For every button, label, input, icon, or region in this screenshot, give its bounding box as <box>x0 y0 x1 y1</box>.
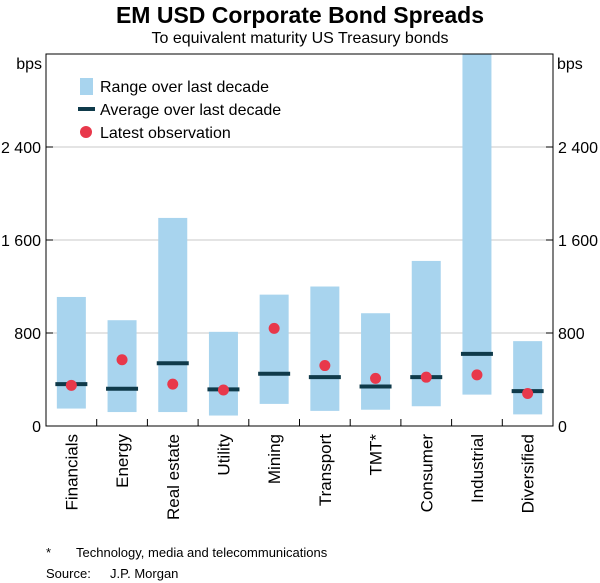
y-unit-left: bps <box>16 56 42 73</box>
x-tick-label: Financials <box>62 434 81 511</box>
source-label: Source: <box>46 566 91 581</box>
latest-point <box>167 378 179 390</box>
range-bar <box>411 260 441 407</box>
y-tick-label-left: 1 600 <box>1 233 41 250</box>
x-tick-label: Industrial <box>468 434 487 503</box>
latest-point <box>65 379 77 391</box>
legend-range-swatch <box>80 78 93 95</box>
x-tick-label: Real estate <box>164 434 183 520</box>
range-bar <box>107 320 137 413</box>
y-unit-right: bps <box>557 56 583 73</box>
x-tick-label: Mining <box>265 434 284 484</box>
chart-title: EM USD Corporate Bond Spreads <box>115 2 485 28</box>
latest-point <box>268 322 280 334</box>
x-tick-label: Transport <box>316 434 335 506</box>
latest-point <box>116 354 128 366</box>
legend-label: Average over last decade <box>100 102 281 119</box>
range-bar <box>462 54 492 395</box>
x-tick-label: Diversified <box>519 434 538 513</box>
x-tick-label: Energy <box>113 434 132 488</box>
y-tick-label-right: 2 400 <box>558 140 598 157</box>
legend-label: Range over last decade <box>100 79 269 96</box>
y-tick-label-right: 1 600 <box>558 233 598 250</box>
y-axis-labels: 0 0 800 800 1 600 1 600 2 400 2 400 bps bps <box>1 56 598 436</box>
legend: Range over last decade Average over last … <box>78 78 281 142</box>
y-tick-label-left: 0 <box>32 419 41 436</box>
latest-point <box>319 360 331 372</box>
range-bar <box>310 286 340 411</box>
latest-point <box>217 384 229 396</box>
latest-point <box>420 371 432 383</box>
latest-point <box>471 369 483 381</box>
latest-point <box>522 387 534 399</box>
range-bar <box>208 331 238 416</box>
footnote-mark: * <box>46 545 52 560</box>
plot-frame <box>45 53 554 427</box>
range-bar <box>361 313 391 410</box>
source-value: J.P. Morgan <box>110 566 179 581</box>
legend-label: Latest observation <box>100 125 231 142</box>
y-tick-label-left: 2 400 <box>1 140 41 157</box>
x-axis-labels: Financials Energy Real estate Utility Mining… <box>62 434 537 520</box>
latest-points <box>65 322 534 399</box>
x-tick-label: Consumer <box>417 434 436 513</box>
x-tick-label: TMT* <box>367 434 386 476</box>
y-tick-label-right: 800 <box>558 326 585 343</box>
x-tick-label: Utility <box>214 434 233 476</box>
range-bar <box>56 296 86 409</box>
legend-latest-swatch <box>80 126 92 138</box>
range-bar <box>259 294 289 404</box>
latest-point <box>370 372 382 384</box>
chart-subtitle: To equivalent maturity US Treasury bonds <box>151 30 449 47</box>
y-tick-label-left: 800 <box>14 326 41 343</box>
range-bar <box>513 341 543 415</box>
y-tick-label-right: 0 <box>558 419 567 436</box>
footnote-text: Technology, media and telecommunications <box>76 545 328 560</box>
